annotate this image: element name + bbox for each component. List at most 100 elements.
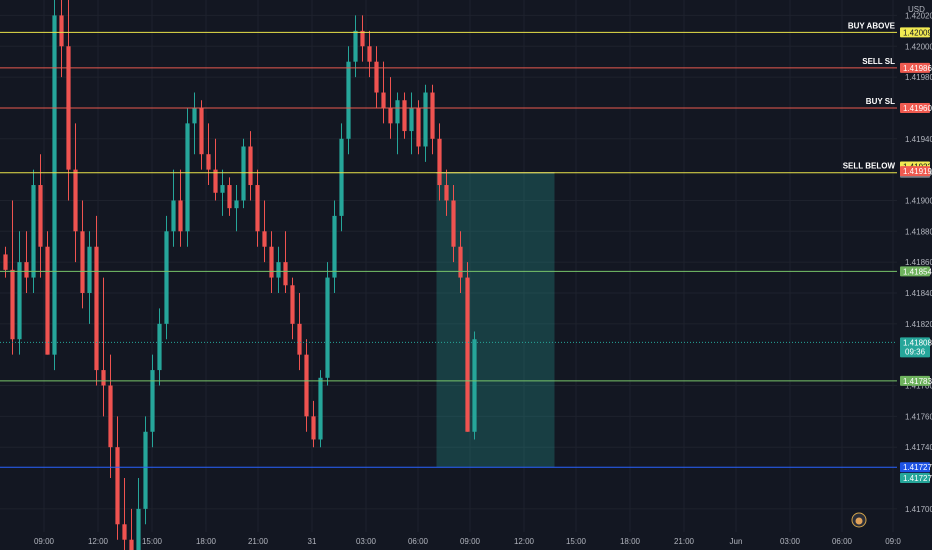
candle-body <box>31 185 36 278</box>
candle-body <box>325 277 330 378</box>
candle-body <box>465 277 470 432</box>
candle-body <box>220 185 225 193</box>
bar-countdown: 09:36 <box>905 347 926 356</box>
price-tick-label: 1.41700 <box>905 505 932 514</box>
level-price-tag-bg <box>900 62 930 73</box>
time-tick-label: 21:00 <box>248 537 269 546</box>
candle-body <box>430 92 435 139</box>
candle-body <box>402 100 407 132</box>
candle-body <box>241 146 246 201</box>
level-label: SELL BELOW <box>843 162 896 171</box>
currency-label: USD <box>908 5 925 14</box>
candle-body <box>199 107 204 155</box>
candle-body <box>262 231 267 247</box>
price-tag-bg <box>900 166 930 177</box>
candle-body <box>3 254 8 270</box>
level-price-tag: 1.41986 <box>903 64 932 73</box>
time-tick-label: 06:00 <box>408 537 429 546</box>
price-tick-label: 1.41860 <box>905 258 932 267</box>
candle-body <box>192 107 197 124</box>
candle-body <box>108 385 113 448</box>
time-tick-label: 31 <box>308 537 317 546</box>
price-tick-label: 1.41880 <box>905 227 932 236</box>
time-tick-label: 03:00 <box>356 537 377 546</box>
price-tick-label: 1.41940 <box>905 135 932 144</box>
price-tick-label: 1.42000 <box>905 42 932 51</box>
trading-bot-icon[interactable] <box>851 512 867 528</box>
candle-body <box>115 447 120 525</box>
price-tag-bg <box>900 473 930 484</box>
level-price-tag: 1.41727 <box>903 463 932 472</box>
candle-body <box>381 92 386 108</box>
time-tick-label: 09:0 <box>885 537 901 546</box>
price-tag: 1.41727 <box>903 474 932 483</box>
candle-body <box>437 138 442 186</box>
candle-body <box>136 508 141 550</box>
candle-body <box>311 416 316 440</box>
level-price-tag-bg <box>900 375 930 386</box>
candle-body <box>45 246 50 355</box>
candle-body <box>423 92 428 147</box>
candle-body <box>178 200 183 232</box>
candle-body <box>206 154 211 170</box>
level-label: BUY ABOVE <box>848 21 896 30</box>
price-tick-label: 1.41740 <box>905 443 932 452</box>
time-tick-label: 15:00 <box>566 537 587 546</box>
time-tick-label: 18:00 <box>620 537 641 546</box>
level-label: SELL SL <box>862 57 895 66</box>
candle-body <box>150 370 155 432</box>
candle-body <box>451 200 456 247</box>
candle-body <box>73 169 78 232</box>
candle-body <box>332 215 337 278</box>
level-price-tag: 1.41854 <box>903 267 932 276</box>
candle-body <box>164 231 169 324</box>
price-tick-label: 1.41900 <box>905 196 932 205</box>
price-tick-label: 1.41980 <box>905 73 932 82</box>
level-price-tag: 1.42009 <box>903 28 932 37</box>
candle-body <box>157 323 162 371</box>
candle-body <box>374 61 379 93</box>
candle-body <box>101 370 106 386</box>
time-tick-label: 03:00 <box>780 537 801 546</box>
candle-body <box>94 246 99 371</box>
candle-body <box>234 200 239 209</box>
position-target-zone[interactable] <box>436 172 555 468</box>
time-tick-label: Jun <box>730 537 743 546</box>
candle-body <box>283 262 288 286</box>
candle-body <box>171 200 176 232</box>
candle-body <box>129 539 134 550</box>
price-tick-label: 1.41780 <box>905 382 932 391</box>
current-price-tag-bg <box>900 337 930 358</box>
level-price-tag: 1.41783 <box>903 377 932 386</box>
candle-body <box>227 185 232 209</box>
current-price-tag: 1.41808 <box>903 338 932 347</box>
candle-body <box>80 231 85 293</box>
candle-body <box>10 269 15 340</box>
price-tick-label: 1.41840 <box>905 289 932 298</box>
candle-body <box>122 524 127 540</box>
candle-body <box>346 61 351 139</box>
candle-body <box>24 262 29 278</box>
candle-body <box>318 377 323 440</box>
price-tick-label: 1.42020 <box>905 11 932 20</box>
candle-body <box>276 262 281 278</box>
level-price-tag-bg <box>900 27 930 38</box>
candle-body <box>416 107 421 147</box>
candle-body <box>255 185 260 232</box>
candle-body <box>444 185 449 201</box>
candle-body <box>38 185 43 247</box>
price-tick-label: 1.41820 <box>905 320 932 329</box>
candle-body <box>248 146 253 186</box>
level-price-tag-bg <box>900 102 930 113</box>
candle-body <box>304 354 309 417</box>
time-tick-label: 15:00 <box>142 537 163 546</box>
level-price-tag-bg <box>900 462 930 473</box>
candle-body <box>395 100 400 124</box>
candle-body <box>360 30 365 47</box>
candle-body <box>472 339 477 432</box>
price-tick-label: 1.41760 <box>905 412 932 421</box>
time-tick-label: 09:00 <box>34 537 55 546</box>
